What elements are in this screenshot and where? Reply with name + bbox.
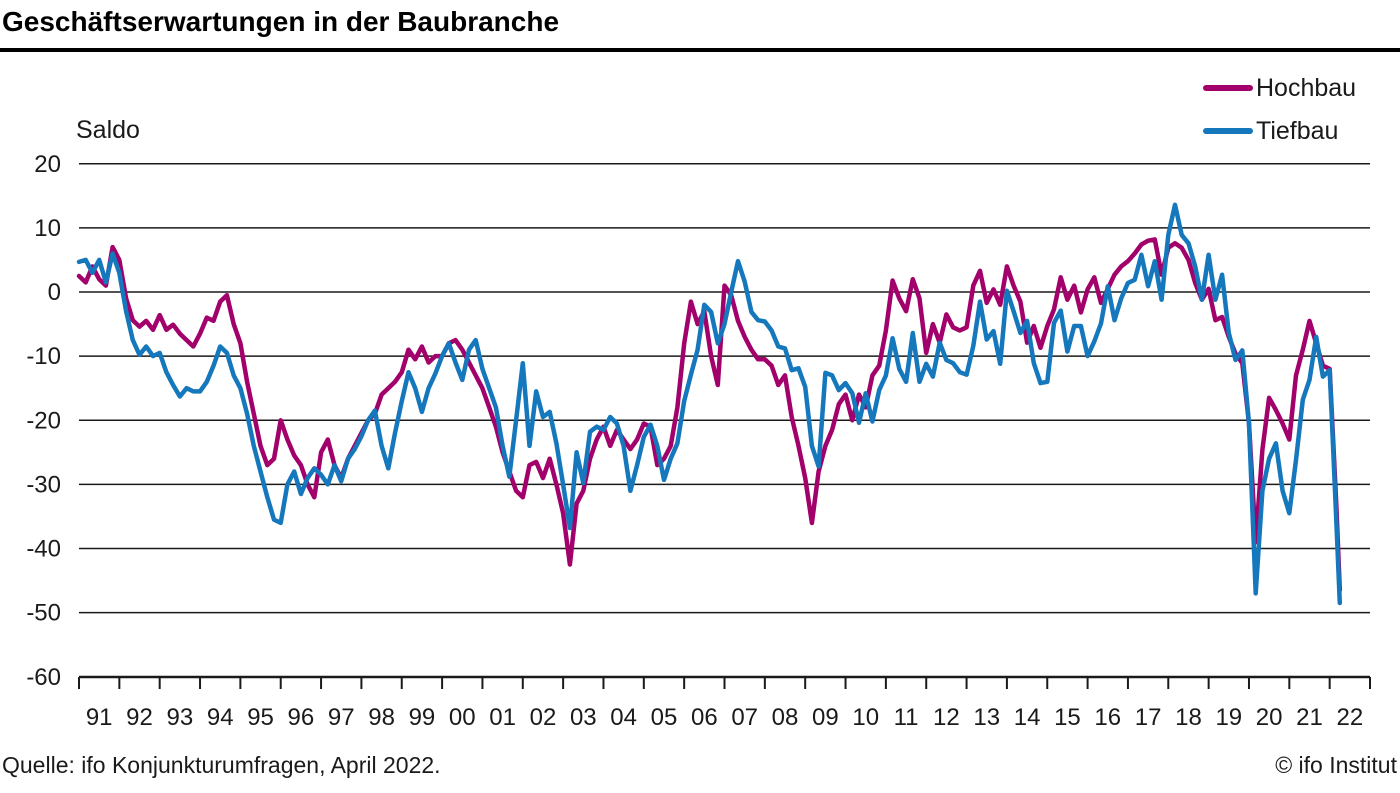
y-tick-label: -50 xyxy=(26,600,61,627)
y-tick-label: 20 xyxy=(34,151,61,178)
x-tick-label: 09 xyxy=(812,704,839,731)
x-tick-label: 98 xyxy=(368,704,395,731)
y-tick-label: 0 xyxy=(48,279,61,306)
x-tick-label: 07 xyxy=(731,704,758,731)
series-lines xyxy=(76,202,1343,606)
x-tick-label: 18 xyxy=(1175,704,1202,731)
x-tick-label: 99 xyxy=(409,704,436,731)
y-tick-label: -40 xyxy=(26,536,61,563)
y-tick-label: 10 xyxy=(34,215,61,242)
x-tick-label: 91 xyxy=(86,704,113,731)
legend-item-hochbau: Hochbau xyxy=(1203,70,1356,106)
x-tick-label: 06 xyxy=(691,704,718,731)
tiefbau-line-swatch-icon xyxy=(1203,128,1253,134)
x-tick-label: 95 xyxy=(247,704,274,731)
y-tick-label: -10 xyxy=(26,343,61,370)
title-divider xyxy=(0,48,1400,52)
x-axis xyxy=(78,675,1372,689)
x-tick-label: 13 xyxy=(973,704,1000,731)
x-tick-label: 05 xyxy=(651,704,678,731)
x-tick-label: 16 xyxy=(1094,704,1121,731)
x-tick-label: 11 xyxy=(894,704,919,731)
x-tick-label: 20 xyxy=(1256,704,1283,731)
x-tick-label: 08 xyxy=(772,704,799,731)
x-tick-label: 96 xyxy=(288,704,315,731)
x-tick-label: 22 xyxy=(1336,704,1363,731)
x-tick-label: 17 xyxy=(1135,704,1162,731)
x-tick-label: 21 xyxy=(1296,704,1323,731)
legend-label-hochbau: Hochbau xyxy=(1256,73,1357,102)
legend-item-tiefbau: Tiefbau xyxy=(1203,113,1356,149)
x-tick-label: 04 xyxy=(610,704,637,731)
x-tick-label: 93 xyxy=(167,704,194,731)
x-tick-label: 02 xyxy=(530,704,557,731)
y-axis-unit-label: Saldo xyxy=(76,116,140,144)
hochbau-line xyxy=(76,237,1343,593)
x-tick-label: 03 xyxy=(570,704,597,731)
axis-labels: 20 10 0 -10 -20 -30 -40 -50 -60 91 92 93 94 95 96 97 98 9… xyxy=(26,151,1363,731)
copyright-note: © ifo Institut xyxy=(1275,752,1397,778)
x-tick-label: 12 xyxy=(933,704,960,731)
x-tick-label: 19 xyxy=(1215,704,1242,731)
gridlines xyxy=(79,162,1370,614)
page-title: Geschäftserwartungen in der Baubranche xyxy=(2,6,560,37)
legend: Hochbau Tiefbau xyxy=(1203,70,1356,156)
x-tick-label: 01 xyxy=(489,704,516,731)
y-tick-label: -20 xyxy=(26,407,61,434)
x-tick-label: 15 xyxy=(1054,704,1081,731)
legend-label-tiefbau: Tiefbau xyxy=(1256,116,1339,145)
x-tick-label: 00 xyxy=(449,704,476,731)
x-tick-label: 94 xyxy=(207,704,234,731)
source-note: Quelle: ifo Konjunkturumfragen, April 20… xyxy=(2,752,441,778)
x-tick-label: 97 xyxy=(328,704,355,731)
x-tick-label: 10 xyxy=(852,704,879,731)
x-tick-label: 92 xyxy=(126,704,153,731)
y-tick-label: -60 xyxy=(26,664,61,691)
x-tick-label: 14 xyxy=(1014,704,1041,731)
y-tick-label: -30 xyxy=(26,471,61,498)
hochbau-line-swatch-icon xyxy=(1203,85,1253,91)
tiefbau-line xyxy=(76,202,1343,606)
